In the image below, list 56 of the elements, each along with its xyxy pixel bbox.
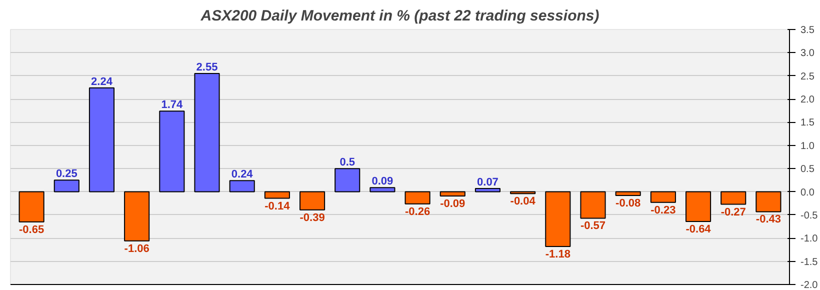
y-tick-label: 2.0 — [800, 94, 815, 106]
data-label: 0.09 — [372, 176, 394, 188]
bar — [615, 191, 641, 196]
data-label: -0.04 — [510, 196, 536, 208]
data-label: -0.65 — [19, 224, 44, 236]
data-label: 0.24 — [231, 168, 254, 181]
y-tick-label: 1.5 — [800, 118, 815, 129]
bar — [580, 191, 606, 219]
bar — [299, 191, 326, 210]
y-tick-label: 2.5 — [800, 71, 815, 82]
y-tick-label: 3.0 — [800, 48, 815, 60]
bar — [404, 191, 430, 204]
data-label: -1.06 — [124, 242, 150, 255]
y-tick-label: 0.0 — [800, 187, 815, 198]
bar — [756, 191, 782, 212]
bar — [474, 188, 501, 192]
data-label: 2.55 — [196, 62, 218, 74]
bar — [334, 168, 360, 192]
y-tick-label: -1.5 — [800, 256, 818, 268]
bar — [545, 191, 571, 247]
bar — [370, 187, 396, 192]
data-label: 1.74 — [161, 99, 184, 112]
data-label: -0.26 — [405, 206, 430, 218]
bar — [650, 191, 676, 203]
bar — [440, 191, 466, 196]
data-label: -0.57 — [580, 220, 606, 232]
y-tick-label: -1.0 — [800, 234, 818, 245]
y-tick-label: -2.0 — [800, 280, 818, 290]
data-label: -0.14 — [264, 200, 291, 212]
bar — [124, 191, 150, 242]
data-label: -0.64 — [686, 223, 712, 236]
data-label: 2.24 — [91, 76, 114, 88]
bar — [264, 191, 290, 199]
data-label: -0.27 — [720, 206, 746, 218]
bar — [720, 191, 746, 205]
bar — [18, 191, 44, 222]
bar — [54, 180, 80, 192]
data-label: -0.43 — [756, 214, 781, 226]
y-tick-label: 3.5 — [800, 25, 815, 36]
data-label: -0.23 — [650, 204, 676, 216]
bar — [194, 73, 220, 192]
data-label: -0.39 — [300, 212, 325, 224]
y-tick-label: -0.5 — [800, 210, 818, 222]
data-label: -0.08 — [616, 197, 641, 210]
data-label: -1.18 — [545, 248, 570, 260]
data-label: 0.25 — [56, 168, 78, 180]
data-label: -0.09 — [440, 198, 466, 210]
data-label: 0.07 — [477, 176, 498, 189]
bar — [88, 87, 115, 192]
y-tick-label: 0.5 — [800, 164, 815, 176]
y-tick-label: 1.0 — [800, 140, 815, 152]
bar — [685, 191, 712, 222]
bar — [159, 110, 185, 192]
bar — [229, 180, 255, 192]
chart-title: ASX200 Daily Movement in % (past 22 trading sessions) — [200, 8, 600, 24]
data-label: 0.5 — [340, 156, 356, 169]
